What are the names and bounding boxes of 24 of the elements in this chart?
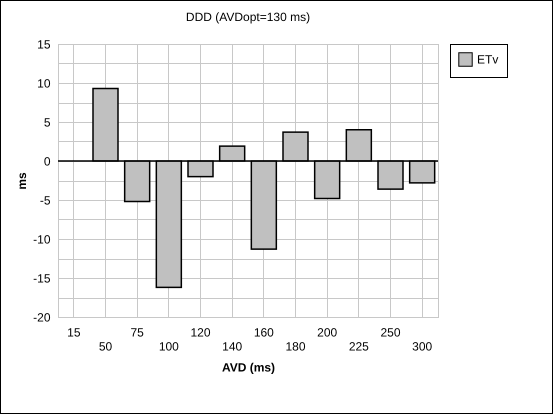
chart-title: DDD (AVDopt=130 ms) (186, 10, 310, 24)
y-tick-label: 0 (44, 154, 51, 168)
x-tick-label: 180 (285, 340, 306, 354)
x-tick-label: 250 (380, 326, 401, 340)
x-tick-label: 160 (254, 326, 274, 340)
x-axis-title: AVD (ms) (222, 360, 276, 374)
x-tick-label: 300 (412, 340, 432, 354)
x-tick-label: 200 (317, 326, 338, 340)
x-tick-label: 100 (158, 340, 180, 354)
y-tick-label: -15 (33, 272, 51, 286)
y-tick-label: 15 (37, 38, 51, 52)
y-tick-label: 10 (37, 76, 51, 90)
x-tick-label: 15 (67, 326, 81, 340)
y-tick-label: -5 (40, 194, 51, 208)
y-axis-title: ms (15, 172, 30, 190)
x-tick-label: 225 (348, 340, 370, 354)
x-tick-label: 75 (130, 326, 144, 340)
x-tick-label: 120 (190, 326, 211, 340)
y-tick-label: 5 (44, 116, 51, 130)
legend-label: ETv (477, 52, 498, 66)
y-tick-label: -20 (33, 310, 51, 324)
x-tick-label: 140 (222, 340, 242, 354)
y-tick-label: -10 (33, 232, 51, 246)
x-tick-label: 50 (98, 340, 112, 354)
